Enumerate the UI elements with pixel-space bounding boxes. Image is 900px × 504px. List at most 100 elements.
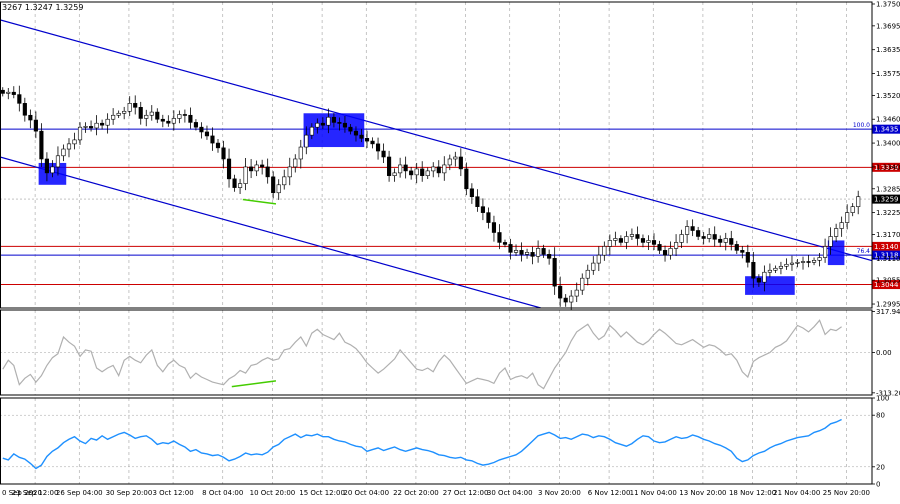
candle-body [12,92,16,94]
candle-body [194,122,198,127]
candle-body [18,95,22,104]
candle-body [343,123,347,127]
time-axis-label: 20 Oct 04:00 [343,489,389,497]
divergence-line-price [243,200,276,204]
rsi-tick-label: 0 [876,481,880,489]
time-axis-label: 3 Oct 12:00 [152,489,193,497]
fibonacci-level-label: 76.4 [857,248,871,255]
candle-body [338,122,342,123]
candle-body [321,123,325,125]
time-axis-label: 26 Sep 04:00 [56,489,103,497]
candle-body [1,90,5,93]
candle-body [680,234,684,242]
candle-body [227,159,231,179]
candle-body [592,263,596,270]
candle-body [398,165,402,173]
candle-body [625,236,629,242]
candle-body [150,112,154,115]
candle-body [757,278,761,282]
candle-body [305,135,309,147]
price-tick-label: 1.3225 [876,209,900,217]
candle-body [569,296,573,302]
candle-body [144,115,148,118]
price-tick-label: 1.3170 [876,231,900,239]
candle-body [470,189,474,197]
candle-body [189,115,193,122]
candle-body [448,159,452,165]
candle-body [514,250,518,252]
oscillator-series-line [3,320,842,388]
candle-body [139,107,143,118]
candle-body [360,135,364,138]
candle-body [454,157,458,159]
candle-body [40,131,44,159]
candle-body [62,149,66,156]
price-tick-label: 1.3340 [876,163,900,171]
candle-body [685,227,689,235]
candle-body [630,234,634,236]
candle-body [652,240,656,244]
candle-body [167,121,171,123]
oscillator-tick-label: 317.9471 [876,308,900,316]
candle-body [845,213,849,223]
candle-body [531,252,535,256]
time-axis-label: 30 Sep 20:00 [106,489,153,497]
rsi-series-line [3,420,842,469]
candle-body [106,119,110,125]
candle-body [255,165,259,171]
candle-body [200,127,204,132]
price-tick-label: 1.3695 [876,22,900,30]
candle-body [67,144,71,149]
rsi-tick-label: 80 [876,412,885,420]
candle-body [509,244,513,252]
candle-body [233,179,237,188]
price-tick-label: 1.3400 [876,140,900,148]
time-axis-label: 18 Nov 12:00 [729,489,776,497]
candle-body [238,184,242,188]
candle-body [172,118,176,123]
candle-body [128,103,132,111]
candle-body [718,239,722,242]
candle-body [741,250,745,252]
time-axis-label: 27 Oct 12:00 [443,489,489,497]
candle-body [387,157,391,176]
candle-body [111,115,115,119]
candle-body [702,236,706,238]
candle-body [851,207,855,213]
candle-body [376,144,380,151]
level-price-label: 1.3140 [874,243,899,251]
candle-body [619,238,623,242]
price-tick-label: 1.3635 [876,46,900,54]
candle-body [669,248,673,255]
candle-body [614,238,618,240]
oscillator-panel [0,320,872,388]
candle-body [354,131,358,135]
candle-body [465,169,469,189]
candle-body [752,262,756,278]
candle-body [29,115,33,120]
candle-body [658,244,662,250]
fibonacci-level-label: 100.0 [853,122,870,129]
candle-body [729,238,733,244]
price-panel-frame [1,2,873,308]
candle-body [89,126,93,128]
rsi-panel-frame [1,398,873,484]
candle-body [603,246,607,255]
time-axis-label: 13 Nov 20:00 [679,489,726,497]
channel-trend-line [0,20,900,268]
level-price-label: 1.3435 [874,126,899,134]
candle-body [536,248,540,256]
time-axis-label: 11 Nov 04:00 [630,489,677,497]
price-tick-label: 1.3750 [876,0,900,8]
oscillator-tick-label: 0.00 [876,349,892,357]
candle-body [260,165,264,167]
grid-lines [35,2,846,484]
candle-body [674,242,678,248]
candle-body [774,268,778,270]
candle-body [735,244,739,250]
candle-body [244,167,248,184]
candle-body [840,223,844,229]
channel-trend-line [0,157,541,308]
candle-body [78,127,82,140]
